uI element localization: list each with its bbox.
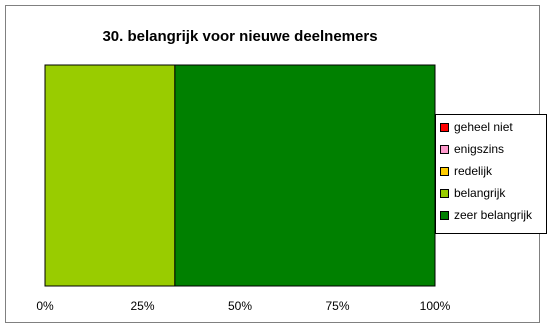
legend-label: belangrijk — [454, 186, 506, 200]
legend-item: zeer belangrijk — [440, 208, 532, 222]
x-tick-label: 100% — [419, 299, 451, 313]
bar-segment-zeer-belangrijk — [174, 64, 436, 287]
legend-item: enigszins — [440, 142, 504, 156]
legend-swatch — [440, 144, 449, 154]
legend-swatch — [440, 166, 449, 176]
legend-swatch — [440, 188, 449, 198]
chart-title: 30. belangrijk voor nieuwe deelnemers — [102, 28, 378, 45]
x-tick-label: 50% — [227, 299, 253, 313]
legend-swatch — [440, 210, 449, 220]
legend-item: redelijk — [440, 164, 492, 178]
legend-item: belangrijk — [440, 186, 505, 200]
x-tick-label: 75% — [325, 299, 350, 313]
legend-label: geheel niet — [454, 120, 513, 134]
bar-segment-belangrijk — [44, 64, 176, 287]
legend-swatch — [440, 122, 449, 132]
x-tick-label: 25% — [130, 299, 155, 313]
legend-item: geheel niet — [440, 120, 513, 134]
x-tick-label: 0% — [36, 299, 54, 313]
legend-label: enigszins — [454, 142, 505, 156]
legend-label: zeer belangrijk — [454, 208, 533, 222]
legend-label: redelijk — [454, 164, 493, 178]
legend: geheel niet enigszins redelijk belangrijk ze… — [435, 114, 547, 234]
